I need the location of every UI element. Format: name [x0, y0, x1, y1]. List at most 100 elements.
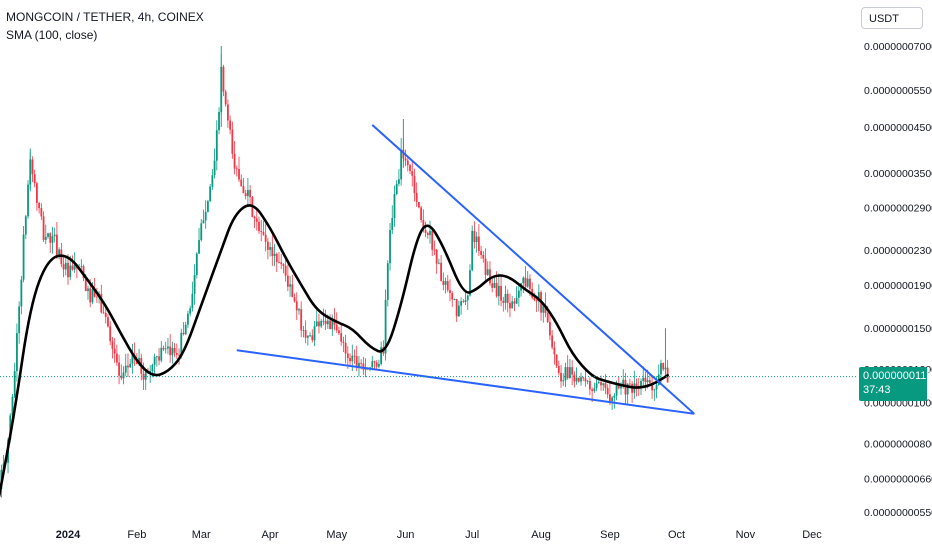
candle-body: [300, 309, 302, 330]
candle-body: [420, 207, 422, 220]
candle-body: [34, 174, 36, 183]
candle-body: [374, 361, 376, 362]
last-price-tag: 0.000000011513 37:43: [859, 367, 927, 401]
candle-body: [216, 130, 218, 160]
candle-body: [498, 286, 500, 296]
indicator-label[interactable]: SMA (100, close): [6, 26, 204, 44]
price-axis[interactable]: 0.0000000700000.0000000550000.0000000450…: [864, 41, 932, 519]
candle-body: [458, 306, 460, 317]
candle-body: [311, 335, 313, 340]
candle-body: [231, 130, 233, 154]
candle-body: [209, 187, 211, 201]
candle-body: [556, 354, 558, 366]
candle-body: [565, 367, 567, 380]
candle-body: [265, 235, 267, 242]
candle-body: [320, 321, 322, 326]
candle-body: [49, 233, 51, 243]
y-tick-label: 0.000000045000: [864, 122, 932, 134]
x-tick-label: Jun: [397, 529, 415, 541]
candle-body: [527, 279, 529, 287]
candle-body: [356, 356, 358, 367]
candle-body: [225, 92, 227, 105]
candle-body: [496, 283, 498, 296]
candle-body: [471, 231, 473, 270]
candle-body: [165, 348, 167, 349]
candle-body: [398, 179, 400, 184]
candle-body: [314, 326, 316, 340]
candle-body: [529, 279, 531, 289]
candle-body: [285, 266, 287, 276]
candle-body: [196, 254, 198, 275]
candle-body: [371, 361, 373, 367]
candle-body: [354, 356, 356, 357]
candle-body: [274, 254, 276, 256]
candle-body: [127, 366, 129, 368]
candle-body: [189, 308, 191, 313]
candle-body: [494, 283, 496, 288]
candle-body: [660, 363, 662, 374]
candle-body: [502, 301, 504, 303]
candle-body: [118, 363, 120, 376]
candle-body: [460, 301, 462, 305]
candle-body: [109, 326, 111, 341]
candle-body: [103, 312, 105, 313]
candle-body: [205, 212, 207, 221]
candle-body: [303, 330, 305, 331]
candle-body: [258, 222, 260, 231]
candle-body: [340, 333, 342, 341]
candle-body: [376, 362, 378, 366]
candle-body: [125, 366, 127, 373]
currency-selector[interactable]: USDT: [861, 7, 923, 29]
candle-body: [345, 343, 347, 354]
candle-body: [482, 255, 484, 259]
candle-body: [547, 313, 549, 322]
candle-body: [191, 294, 193, 308]
candle-body: [67, 263, 69, 277]
candle-body: [416, 193, 418, 202]
candle-body: [562, 380, 564, 381]
candle-body: [589, 381, 591, 389]
candle-body: [338, 330, 340, 333]
candle-body: [56, 235, 58, 256]
candle-body: [418, 202, 420, 207]
candle-body: [107, 317, 109, 326]
last-price-value: 0.000000011513: [863, 369, 923, 383]
candle-body: [440, 263, 442, 281]
candle-body: [96, 297, 98, 298]
candle-body: [80, 266, 82, 267]
candle-body: [198, 240, 200, 254]
candle-body: [414, 176, 416, 193]
candle-body: [427, 233, 429, 235]
candle-body: [105, 313, 107, 317]
candle-body: [396, 184, 398, 194]
x-tick-label: Sep: [600, 529, 620, 541]
x-tick-label: May: [326, 529, 347, 541]
upper-trendline[interactable]: [372, 125, 694, 414]
candle-body: [52, 236, 54, 243]
y-tick-label: 0.000000005500: [864, 507, 932, 519]
candle-body: [283, 264, 285, 266]
candle-body: [236, 168, 238, 169]
candle-body: [183, 333, 185, 334]
candle-body: [151, 365, 153, 371]
candle-body: [500, 286, 502, 301]
candle-body: [394, 194, 396, 218]
candle-body: [89, 288, 91, 302]
symbol-title[interactable]: MONGCOIN / TETHER, 4h, COINEX: [6, 8, 204, 26]
candle-body: [662, 363, 664, 369]
candle-body: [591, 389, 593, 391]
candle-body: [160, 348, 162, 361]
candle-body: [485, 259, 487, 275]
candle-body: [254, 217, 256, 218]
candle-body: [14, 371, 16, 396]
candle-body: [223, 67, 225, 92]
drawings-layer[interactable]: [237, 125, 695, 414]
y-tick-label: 0.000000070000: [864, 41, 932, 53]
candle-body: [63, 264, 65, 269]
candle-body: [573, 375, 575, 382]
candle-body: [243, 186, 245, 193]
candle-body: [294, 297, 296, 301]
